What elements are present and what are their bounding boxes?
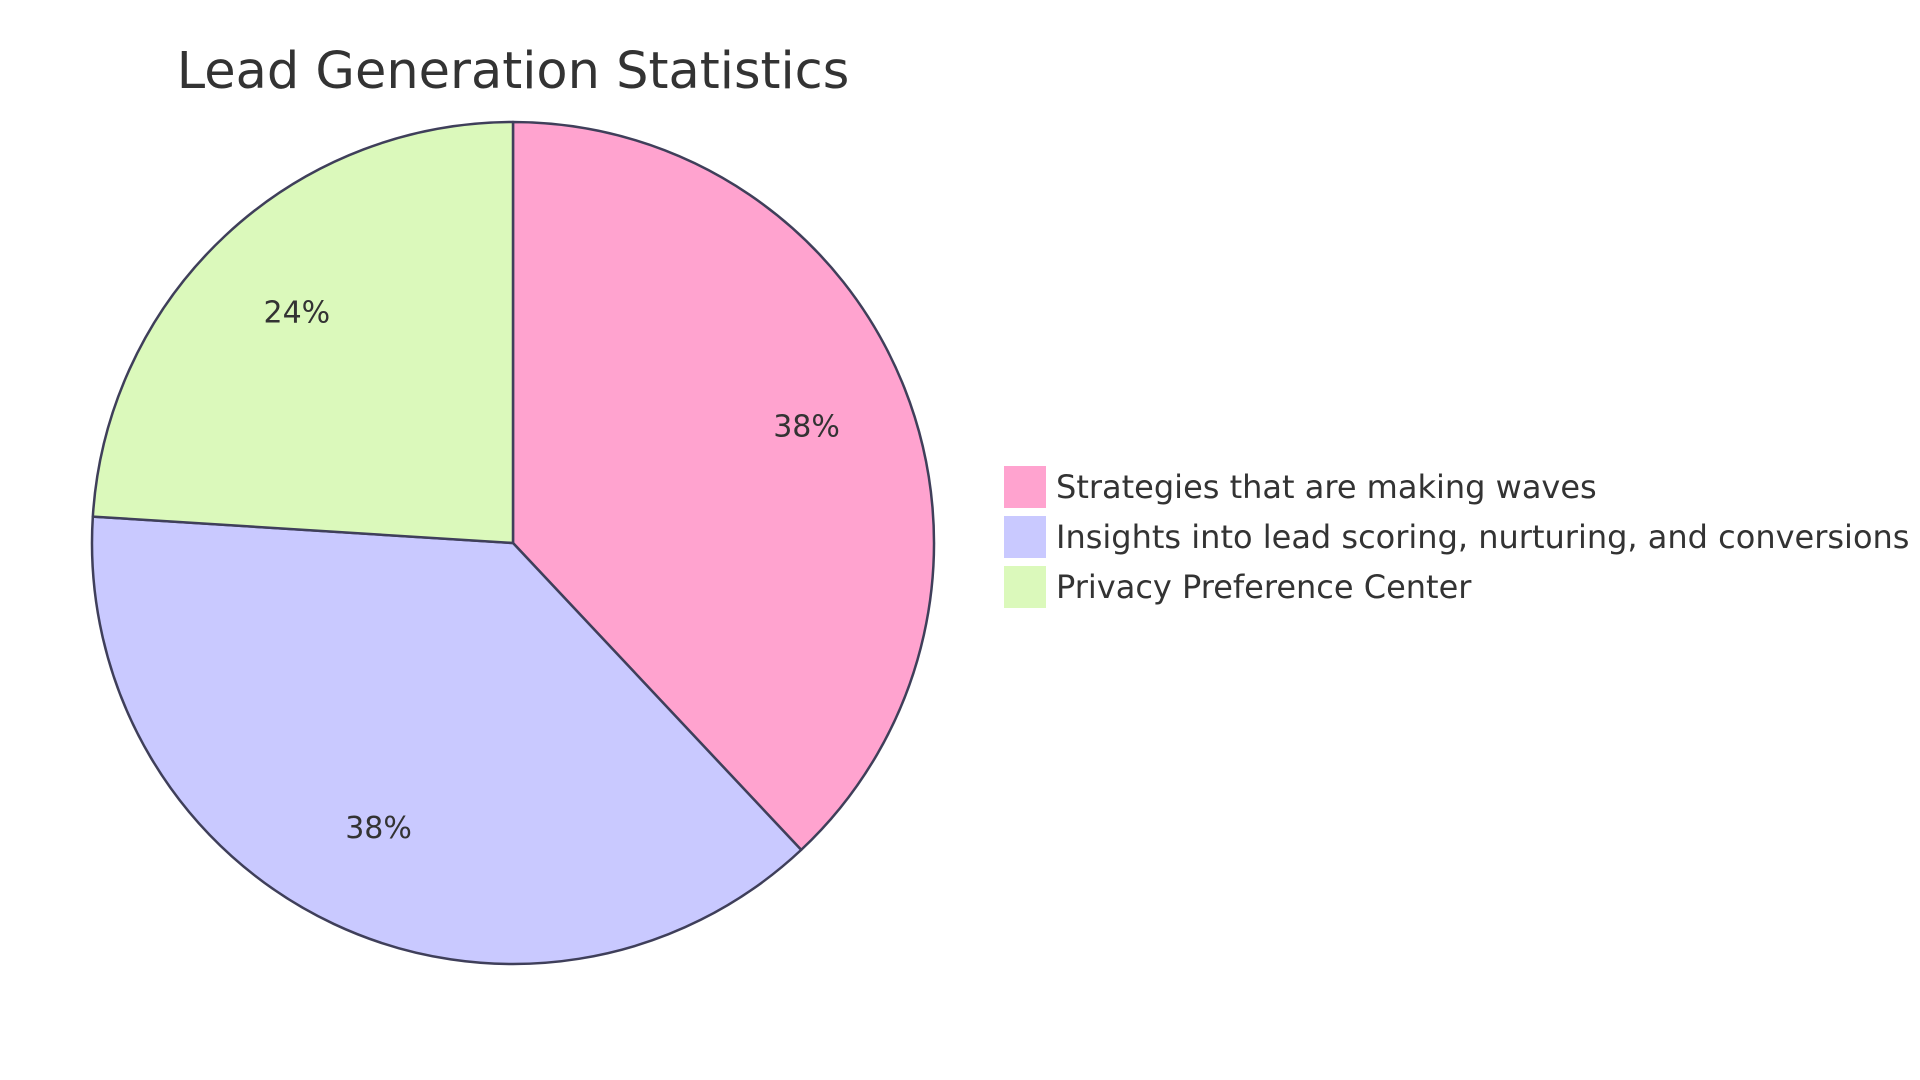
pie-slice-label-3: 24% xyxy=(264,295,331,330)
legend-swatch-3 xyxy=(1004,566,1046,608)
legend-label-3: Privacy Preference Center xyxy=(1056,568,1472,606)
legend-swatch-1 xyxy=(1004,466,1046,508)
pie-slices xyxy=(90,120,936,966)
chart-title: Lead Generation Statistics xyxy=(177,42,850,101)
pie-slice-labels: 38% 38% 24% xyxy=(264,295,840,846)
pie-slice-1 xyxy=(511,120,936,852)
legend-swatch-2 xyxy=(1004,516,1046,558)
legend: Strategies that are making waves Insights… xyxy=(1004,466,1909,608)
legend-label-1: Strategies that are making waves xyxy=(1056,468,1597,506)
pie-slice-label-2: 38% xyxy=(345,811,412,846)
pie-slice-3 xyxy=(91,120,515,545)
pie-slice-label-1: 38% xyxy=(773,409,840,444)
legend-label-2: Insights into lead scoring, nurturing, a… xyxy=(1056,518,1909,556)
pie-slice-2 xyxy=(90,515,803,966)
